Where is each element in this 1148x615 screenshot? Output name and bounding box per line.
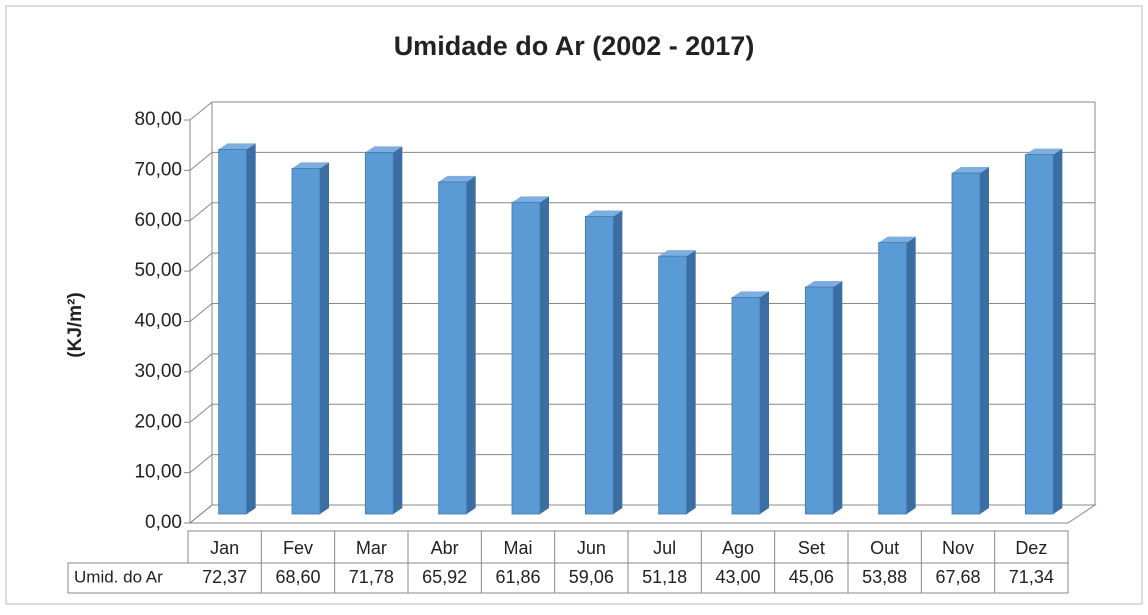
- bar-side: [760, 291, 769, 514]
- x-tick-label: Jan: [210, 538, 239, 558]
- bar-top: [732, 291, 769, 298]
- bar-side: [906, 236, 916, 514]
- table-value: 53,88: [862, 567, 907, 587]
- bar-top: [1025, 148, 1063, 155]
- bar-top: [878, 236, 916, 243]
- bar-top: [658, 250, 696, 257]
- bar: [658, 255, 688, 515]
- grid-line-side: [189, 101, 213, 121]
- y-tick-label: 10,00: [134, 462, 182, 483]
- bar: [878, 242, 908, 515]
- table-value-row: [67, 562, 1069, 594]
- y-tick-label: 20,00: [134, 411, 182, 432]
- grid-line-side: [189, 353, 213, 373]
- bar-top: [952, 167, 989, 174]
- bar: [291, 168, 321, 515]
- table-value: 43,00: [715, 567, 760, 587]
- bar-side: [613, 210, 623, 515]
- x-tick-label: Jun: [577, 538, 606, 558]
- bar: [364, 152, 394, 515]
- x-tick-label: Ago: [722, 538, 754, 558]
- y-tick-label: 80,00: [134, 109, 182, 130]
- chart-title: Umidade do Ar (2002 - 2017): [394, 31, 755, 61]
- table-value: 71,78: [349, 567, 394, 587]
- bar: [511, 201, 541, 515]
- bar-side: [833, 281, 843, 514]
- grid-line-side: [189, 202, 213, 222]
- grid-line-side: [189, 151, 213, 171]
- x-tick-label: Fev: [283, 538, 313, 558]
- bar-top: [218, 143, 256, 150]
- table-series-name: Umid. do Ar: [74, 567, 163, 586]
- bar-side: [1053, 148, 1063, 514]
- table-value: 72,37: [202, 567, 247, 587]
- bar-side: [393, 146, 403, 514]
- bar-side: [686, 250, 696, 514]
- y-tick-label: 70,00: [134, 159, 182, 180]
- x-tick-label: Jul: [653, 538, 676, 558]
- x-tick-label: Nov: [942, 538, 974, 558]
- x-tick-label: Abr: [431, 538, 459, 558]
- bar: [438, 181, 468, 515]
- bar-top: [512, 196, 549, 203]
- table-value: 61,86: [495, 567, 540, 587]
- grid-line-side: [189, 252, 213, 272]
- y-tick-label: 50,00: [134, 260, 182, 281]
- bar-top: [292, 162, 329, 169]
- bar: [804, 286, 834, 515]
- bar-side: [246, 143, 256, 514]
- y-tick-label: 0,00: [145, 512, 182, 533]
- table-value: 59,06: [569, 567, 614, 587]
- grid-line-side: [189, 303, 213, 322]
- y-tick-label: 30,00: [134, 361, 182, 382]
- bar-side: [466, 175, 476, 515]
- bar-top: [438, 175, 476, 182]
- table-value: 68,60: [275, 567, 320, 587]
- bar: [951, 172, 981, 515]
- bar: [584, 216, 614, 515]
- bar: [218, 149, 248, 515]
- table-value: 71,34: [1009, 567, 1054, 587]
- x-tick-label: Dez: [1015, 538, 1047, 558]
- table-value: 67,68: [935, 567, 980, 587]
- y-axis-label: (KJ/m²): [65, 292, 86, 357]
- bar-side: [980, 167, 989, 514]
- y-tick-label: 60,00: [134, 210, 182, 231]
- x-tick-label: Set: [798, 538, 825, 558]
- x-tick-label: Out: [870, 538, 899, 558]
- bar-side: [320, 162, 329, 515]
- bar: [1024, 154, 1054, 515]
- bar-top: [805, 281, 843, 288]
- table-value: 45,06: [789, 567, 834, 587]
- bar-top: [585, 210, 623, 217]
- table-value: 51,18: [642, 567, 687, 587]
- bar-top: [365, 146, 403, 153]
- x-tick-label: Mar: [356, 538, 387, 558]
- table-value: 65,92: [422, 567, 467, 587]
- grid-line-side: [189, 504, 213, 524]
- grid-line-side: [189, 403, 213, 423]
- x-tick-label: Mai: [503, 538, 532, 558]
- y-tick-label: 40,00: [134, 311, 182, 332]
- bar-side: [540, 196, 549, 514]
- bar: [731, 296, 761, 515]
- grid-line-side: [189, 454, 213, 474]
